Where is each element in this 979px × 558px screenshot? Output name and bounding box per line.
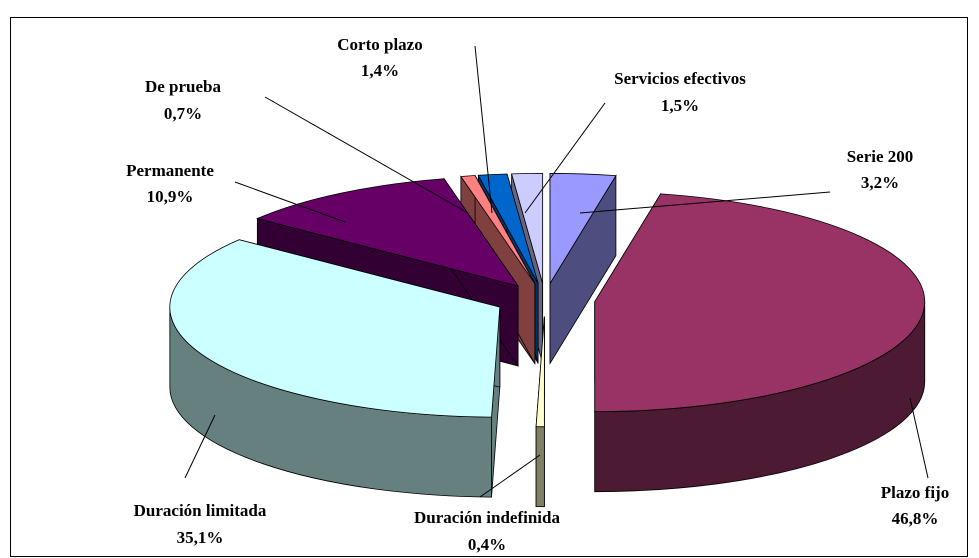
- leader-line: [234, 181, 346, 223]
- leader-line: [264, 96, 469, 214]
- slice-name: Duración limitada: [134, 501, 267, 520]
- slice-name: Permanente: [126, 161, 214, 180]
- pie-slice: [460, 175, 536, 284]
- pie-slice: [594, 193, 926, 413]
- slice-value-label: 35,1%: [177, 528, 224, 547]
- slice-value-label: 3,2%: [861, 173, 899, 192]
- pie-tops: [169, 172, 926, 428]
- slice-value-label: 0,4%: [468, 535, 506, 554]
- slice-name: Serie 200: [847, 147, 914, 166]
- pie-slice: [477, 173, 539, 284]
- slice-value-label: 10,9%: [147, 187, 194, 206]
- slice-value-label: 1,5%: [661, 96, 699, 115]
- pie-slice: [169, 239, 501, 418]
- pie-slice: [511, 172, 544, 284]
- leader-line: [524, 102, 606, 214]
- slice-value-label: 46,8%: [892, 509, 939, 528]
- leader-line: [184, 414, 216, 479]
- slice-name: Duración indefinida: [414, 508, 560, 527]
- slice-name: Corto plazo: [337, 35, 422, 54]
- leader-line: [474, 45, 493, 214]
- slice-name: Servicios efectivos: [614, 69, 746, 88]
- leader-line: [909, 397, 929, 479]
- slice-name: Plazo fijo: [881, 483, 949, 502]
- slice-value-label: 0,7%: [164, 104, 202, 123]
- leader-line: [479, 454, 541, 498]
- leader-line: [579, 191, 831, 214]
- pie-slice: [535, 316, 545, 428]
- labels: Serie 200 3,2% Plazo fijo 46,8% Duración ind…: [126, 35, 949, 554]
- pie-slice: [549, 173, 617, 285]
- slice-wall: [535, 426, 545, 508]
- slice-name: De prueba: [145, 77, 222, 96]
- slice-value-label: 1,4%: [361, 61, 399, 80]
- pie-slice: [256, 178, 520, 287]
